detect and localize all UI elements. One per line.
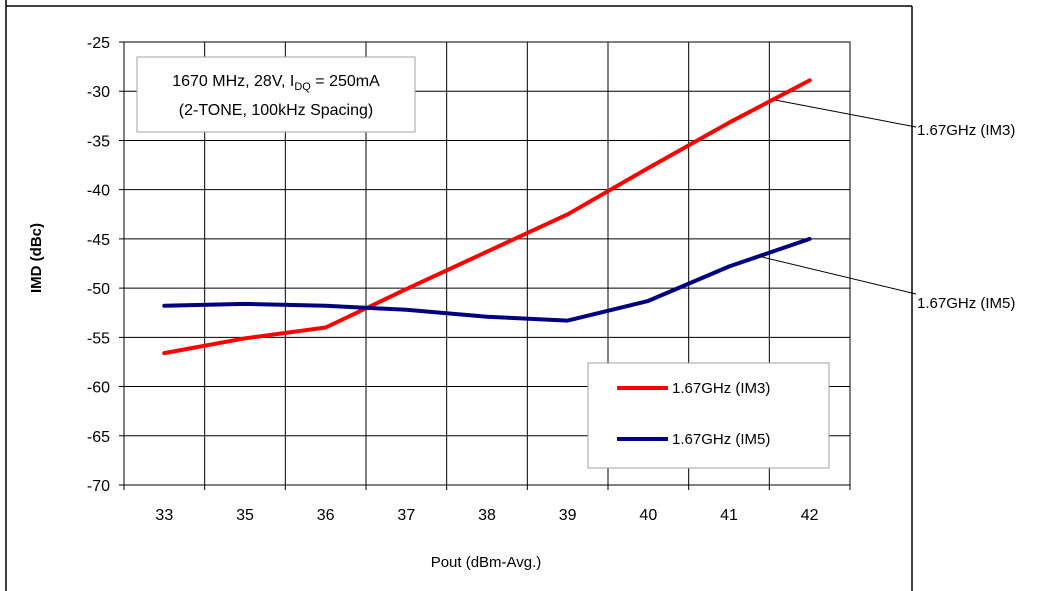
- series-lines: [162, 78, 812, 356]
- legend-label-im3: 1.67GHz (IM3): [672, 380, 770, 397]
- series-line-im3: [162, 78, 812, 356]
- y-axis-label: IMD (dBc): [28, 223, 45, 293]
- y-tick-label: -60: [87, 380, 110, 397]
- y-tick-label: -25: [87, 35, 110, 52]
- y-tick-label: -50: [87, 281, 110, 298]
- legend: 1.67GHz (IM3) 1.67GHz (IM5): [587, 362, 830, 469]
- callout-label-im3: 1.67GHz (IM3): [917, 122, 1015, 139]
- legend-frame: [587, 362, 830, 469]
- y-tick-label: -35: [87, 133, 110, 150]
- x-axis-label: Pout (dBm-Avg.): [431, 554, 542, 571]
- y-tick-label: -30: [87, 84, 110, 101]
- x-tick-label: 38: [478, 507, 496, 524]
- annotation-line-1: 1670 MHz, 28V, IDQ = 250mA: [172, 73, 380, 93]
- y-tick-label: -70: [87, 478, 110, 495]
- y-tick-label: -55: [87, 330, 110, 347]
- x-tick-label: 36: [317, 507, 335, 524]
- y-tick-labels: -25 -30 -35 -40 -45 -50 -55 -60 -65 -70: [87, 35, 110, 495]
- x-tick-label: 40: [639, 507, 657, 524]
- x-tick-label: 33: [155, 507, 173, 524]
- y-tick-label: -65: [87, 429, 110, 446]
- x-tick-label: 41: [720, 507, 738, 524]
- y-tick-label: -45: [87, 232, 110, 249]
- callout-leader-im5: [757, 255, 917, 295]
- x-tick-label: 35: [236, 507, 254, 524]
- x-tick-label: 42: [801, 507, 819, 524]
- annotation-subscript: DQ: [294, 81, 311, 93]
- annotation-line-1-text: 1670 MHz, 28V, I: [172, 73, 294, 90]
- x-tick-labels: 33 35 36 37 38 39 40 41 42: [155, 507, 818, 524]
- x-tick-label: 37: [397, 507, 415, 524]
- x-tick-label: 39: [559, 507, 577, 524]
- callout-leader-im3: [774, 99, 917, 128]
- series-line-im5: [162, 236, 812, 323]
- callout-label-im5: 1.67GHz (IM5): [917, 295, 1015, 312]
- legend-label-im5: 1.67GHz (IM5): [672, 431, 770, 448]
- annotation-frame: [136, 56, 416, 133]
- plot-area-border: [123, 41, 851, 486]
- annotation-line-2: (2-TONE, 100kHz Spacing): [179, 102, 373, 119]
- annotation-line-1-tail: = 250mA: [311, 73, 380, 90]
- annotation-box: 1670 MHz, 28V, IDQ = 250mA (2-TONE, 100k…: [136, 56, 416, 133]
- y-tick-label: -40: [87, 183, 110, 200]
